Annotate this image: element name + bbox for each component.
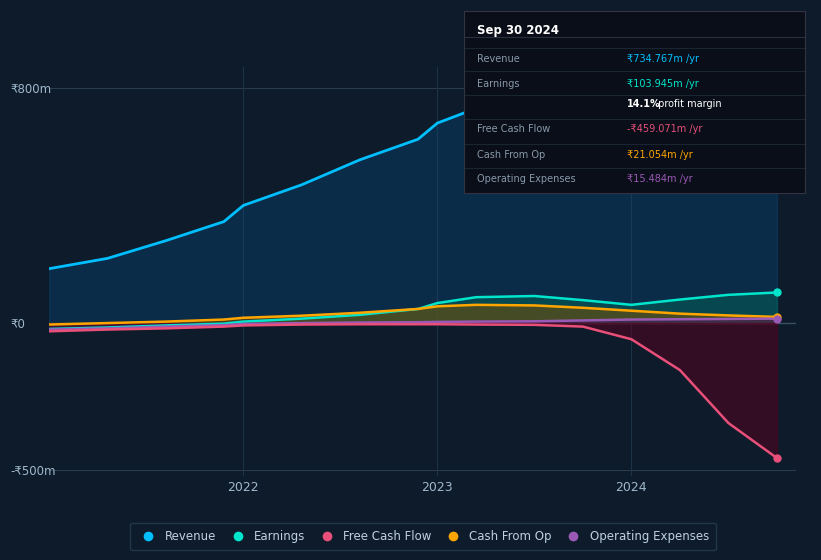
Text: profit margin: profit margin [654,99,722,109]
Text: -₹459.071m /yr: -₹459.071m /yr [627,124,703,134]
Text: ₹15.484m /yr: ₹15.484m /yr [627,174,693,184]
Text: Operating Expenses: Operating Expenses [478,174,576,184]
Text: Sep 30 2024: Sep 30 2024 [478,24,559,37]
Text: Earnings: Earnings [478,79,520,89]
Legend: Revenue, Earnings, Free Cash Flow, Cash From Op, Operating Expenses: Revenue, Earnings, Free Cash Flow, Cash … [130,523,716,550]
Text: Cash From Op: Cash From Op [478,150,546,160]
Text: ₹21.054m /yr: ₹21.054m /yr [627,150,693,160]
Text: 14.1%: 14.1% [627,99,661,109]
Text: ₹734.767m /yr: ₹734.767m /yr [627,54,699,63]
Text: Free Cash Flow: Free Cash Flow [478,124,551,134]
Text: ₹103.945m /yr: ₹103.945m /yr [627,79,699,89]
Text: Revenue: Revenue [478,54,521,63]
